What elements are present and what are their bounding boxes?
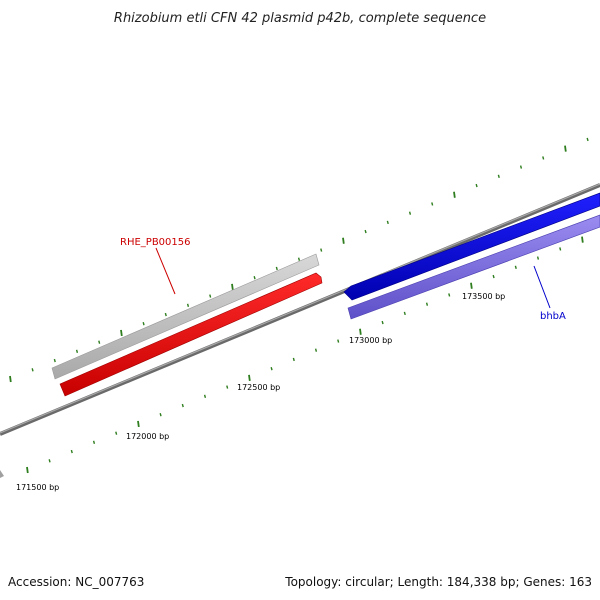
topology-summary-text: Topology: circular; Length: 184,338 bp; … xyxy=(284,575,592,589)
outer-tick-mark xyxy=(209,294,212,298)
inner-tick-mark xyxy=(48,459,51,463)
cds-reverse-bar[interactable] xyxy=(347,214,600,320)
outer-tick-mark xyxy=(320,248,323,252)
scale-label-172500: 172500 bp xyxy=(237,383,280,392)
outer-tick-mark xyxy=(364,229,367,234)
outer-tick-mark xyxy=(164,312,167,317)
map-title: Rhizobium etli CFN 42 plasmid p42b, comp… xyxy=(114,11,486,26)
sequence-backbone-highlight xyxy=(0,183,600,434)
outer-tick-mark xyxy=(542,156,545,160)
inner-tick-mark xyxy=(92,440,96,445)
scale-label-173000: 173000 bp xyxy=(349,336,392,345)
inner-tick-mark xyxy=(270,366,273,371)
inner-tick-mark xyxy=(70,449,73,454)
accession-text: Accession: NC_007763 xyxy=(8,575,144,589)
outer-tick-mark xyxy=(142,322,145,326)
outer-tick-mark xyxy=(275,266,278,271)
outer-tick-mark xyxy=(53,358,56,363)
outer-tick-mark xyxy=(408,211,412,215)
outer-tick-mark xyxy=(98,340,101,344)
gene-bhba-label[interactable]: bhbA xyxy=(540,311,566,322)
inner-tick-mark xyxy=(203,394,207,398)
outer-tick-mark xyxy=(519,165,523,169)
inner-tick-mark xyxy=(403,311,406,316)
inner-tick-mark xyxy=(159,413,162,417)
inner-tick-mark xyxy=(248,374,251,381)
outer-tick-mark xyxy=(586,137,589,142)
outer-tick-mark xyxy=(9,375,12,383)
inner-tick-mark xyxy=(115,431,118,435)
outer-tick-mark xyxy=(186,303,190,307)
outer-tick-mark xyxy=(475,183,478,188)
inner-tick-mark xyxy=(226,385,229,389)
gene-rhe-pb00156-label[interactable]: RHE_PB00156 xyxy=(120,237,191,248)
inner-tick-mark xyxy=(137,420,140,428)
inner-tick-mark xyxy=(492,274,495,279)
inner-tick-mark xyxy=(559,247,562,251)
scale-label-171500: 171500 bp xyxy=(16,483,59,492)
inner-tick-mark xyxy=(292,357,295,362)
gene-rhe-pb00156-leader xyxy=(155,247,176,295)
outer-tick-mark xyxy=(120,329,123,337)
scale-label-172000: 172000 bp xyxy=(126,432,169,441)
outer-tick-mark xyxy=(431,202,434,206)
outer-tick-mark xyxy=(453,191,456,198)
inner-tick-mark xyxy=(314,348,318,352)
outer-tick-mark xyxy=(342,237,345,244)
inner-tick-mark xyxy=(470,282,473,289)
inner-tick-mark xyxy=(181,403,184,408)
outer-tick-mark xyxy=(297,257,301,261)
inner-tick-row xyxy=(26,236,584,474)
scale-label-173500: 173500 bp xyxy=(462,292,505,301)
outer-tick-mark xyxy=(386,220,389,225)
inner-tick-mark xyxy=(581,236,584,243)
inner-tick-mark xyxy=(337,339,340,343)
inner-tick-mark xyxy=(514,265,517,269)
outer-tick-mark xyxy=(253,275,256,280)
outer-tick-mark xyxy=(231,283,234,290)
outer-tick-row xyxy=(9,137,589,383)
inner-tick-mark xyxy=(448,293,451,297)
gene-bhba-arrow[interactable] xyxy=(343,192,600,301)
gene-rhe-pb00156-arrow[interactable] xyxy=(59,272,323,397)
outer-tick-mark xyxy=(564,145,567,152)
inner-tick-mark xyxy=(359,328,362,335)
outer-tick-mark xyxy=(497,174,500,178)
cds-forward-bar[interactable] xyxy=(51,253,320,380)
outer-tick-mark xyxy=(75,349,79,354)
inner-tick-mark xyxy=(536,256,540,260)
sequence-backbone xyxy=(0,183,600,436)
inner-tick-mark xyxy=(26,466,29,474)
outer-tick-mark xyxy=(31,368,34,372)
inner-tick-mark xyxy=(381,320,384,325)
sequence-backbone-upper-cap xyxy=(0,470,4,478)
inner-tick-mark xyxy=(425,302,429,306)
gene-bhba-leader xyxy=(533,265,551,309)
